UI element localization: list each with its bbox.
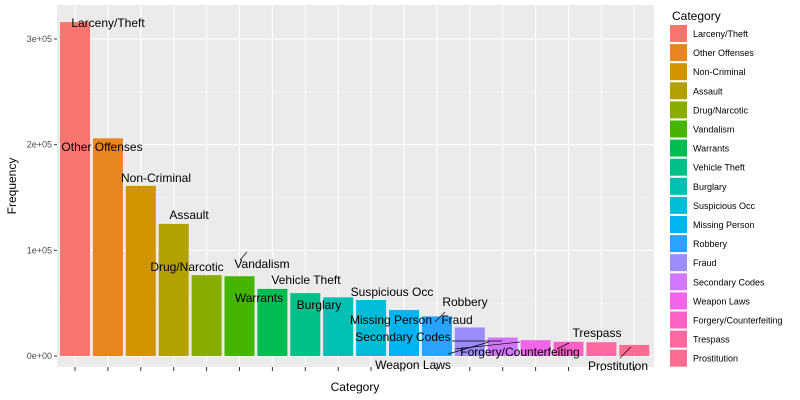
legend-label: Robbery [693,239,728,249]
bar [224,276,255,356]
y-tick-label: 3e+05 [27,34,52,44]
legend-label: Suspicious Occ [693,201,756,211]
bar [257,288,288,356]
legend: Category Larceny/Theft Other Offenses Non-… [670,9,783,367]
legend-label: Vehicle Theft [693,163,745,173]
data-label: Forgery/Counterfeiting [460,345,579,359]
legend-swatch [670,44,687,62]
data-label: Larceny/Theft [71,16,145,30]
legend-label: Weapon Laws [693,296,750,306]
bar [487,337,518,356]
x-axis-title: Category [331,380,380,394]
data-labels: Larceny/Theft Other Offenses Non-Criminal A… [61,16,648,373]
legend-label: Vandalism [693,125,734,135]
bars [60,22,650,357]
legend-swatch [670,292,687,310]
legend-swatch [670,158,687,176]
data-label: Burglary [297,298,342,312]
legend-swatch [670,82,687,100]
bar [586,342,617,356]
bar [158,223,189,356]
data-label: Drug/Narcotic [150,260,223,274]
bar [619,344,650,356]
y-tick-label: 1e+05 [27,245,52,255]
legend-swatch [670,120,687,138]
legend-label: Assault [693,86,723,96]
legend-title: Category [672,9,721,23]
data-label: Fraud [441,313,472,327]
bar [356,299,387,356]
data-label: Vehicle Theft [271,273,341,287]
legend-label: Larceny/Theft [693,29,749,39]
legend-items: Larceny/Theft Other Offenses Non-Criminal A… [670,25,783,367]
label-leader-line [619,346,632,359]
data-label: Warrants [235,291,283,305]
y-tick-label: 0e+00 [27,351,52,361]
data-label: Trespass [573,326,622,340]
legend-label: Missing Person [693,220,755,230]
data-label: Missing Person [350,313,432,327]
legend-swatch [670,273,687,291]
bar [290,293,321,356]
legend-swatch [670,254,687,272]
legend-label: Other Offenses [693,48,754,58]
x-axis [74,367,635,371]
label-leader-line [447,341,490,355]
plot-panel [57,5,654,367]
legend-label: Drug/Narcotic [693,105,749,115]
legend-swatch [670,25,687,42]
bar [421,316,452,356]
data-label: Suspicious Occ [351,285,434,299]
bar [125,185,156,356]
y-axis: 0e+00 1e+05 2e+05 3e+05 [27,34,57,361]
data-label: Weapon Laws [375,358,451,372]
legend-swatch [670,311,687,329]
label-leader-lines [239,251,632,359]
legend-swatch [670,177,687,195]
label-leader-line [556,342,570,350]
data-label: Vandalism [234,257,289,271]
legend-swatch [670,330,687,348]
legend-label: Secondary Codes [693,277,765,287]
label-leader-line [454,341,521,350]
legend-swatch [670,139,687,157]
legend-label: Burglary [693,182,727,192]
data-label: Secondary Codes [355,330,450,344]
legend-swatch [670,235,687,253]
data-label: Prostitution [588,359,648,373]
label-leader-line [239,251,248,261]
legend-swatch [670,216,687,233]
bar [60,22,90,357]
bar [454,327,485,356]
legend-label: Trespass [693,335,730,345]
bar [389,310,419,356]
y-tick-label: 2e+05 [27,140,52,150]
legend-label: Warrants [693,144,730,154]
data-label: Non-Criminal [121,171,191,185]
y-axis-title: Frequency [5,158,19,215]
legend-label: Forgery/Counterfeiting [693,316,783,326]
legend-label: Fraud [693,258,717,268]
bar [191,275,222,356]
legend-swatch [670,349,687,367]
data-label: Assault [169,208,209,222]
label-leader-line [434,311,446,323]
data-label: Other Offenses [61,140,142,154]
bar [520,340,551,356]
bar [92,138,123,356]
legend-label: Non-Criminal [693,67,746,77]
legend-swatch [670,63,687,81]
legend-label: Prostitution [693,354,738,364]
data-label: Robbery [442,295,487,309]
bar [553,341,584,356]
legend-swatch [670,101,687,119]
legend-swatch [670,196,687,214]
bar [323,297,354,356]
